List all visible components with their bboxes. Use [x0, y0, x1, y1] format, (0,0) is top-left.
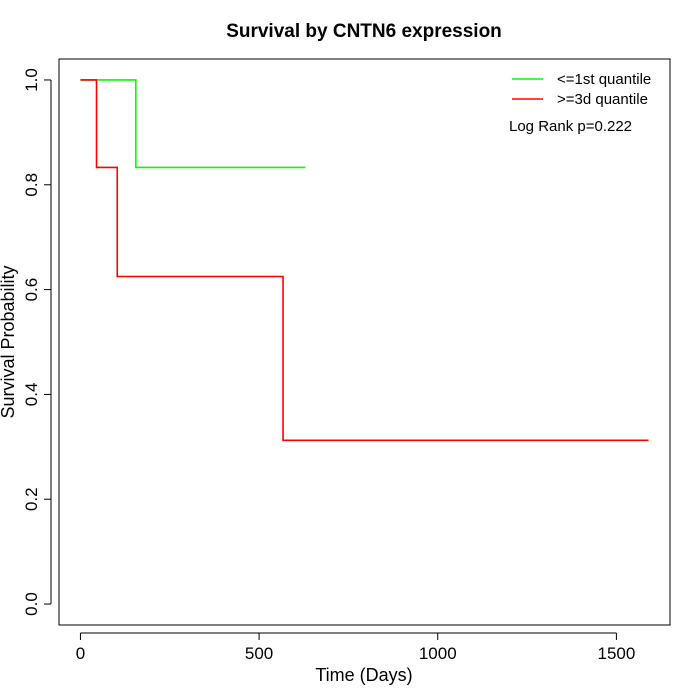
plot-frame [58, 58, 671, 626]
legend-label: >=3d quantile [557, 91, 648, 108]
survival-curve-2 [80, 79, 649, 442]
legend-label: <=1st quantile [557, 71, 651, 88]
y-tick-label: 0.8 [22, 173, 41, 197]
y-tick-label: 1.0 [22, 68, 41, 92]
y-tick-label: 0.4 [22, 383, 41, 407]
y-tick-label: 0.6 [22, 278, 41, 302]
y-axis: 0.0 0.2 0.4 0.6 0.8 1.0 [22, 68, 52, 616]
x-axis: 0 500 1000 1500 [76, 632, 635, 663]
y-tick-label: 0.0 [22, 592, 41, 616]
x-tick-label: 0 [76, 644, 85, 663]
x-tick-label: 1000 [419, 644, 457, 663]
survival-curve-1 [80, 79, 306, 169]
x-tick-label: 500 [245, 644, 273, 663]
y-tick-label: 0.2 [22, 487, 41, 511]
survival-curves [80, 79, 649, 442]
x-tick-label: 1500 [597, 644, 635, 663]
legend: <=1st quantile >=3d quantile [512, 71, 651, 108]
log-rank-annotation: Log Rank p=0.222 [509, 118, 632, 135]
chart-title: Survival by CNTN6 expression [226, 21, 502, 42]
x-axis-label: Time (Days) [315, 665, 412, 685]
y-axis-label: Survival Probability [0, 265, 18, 418]
